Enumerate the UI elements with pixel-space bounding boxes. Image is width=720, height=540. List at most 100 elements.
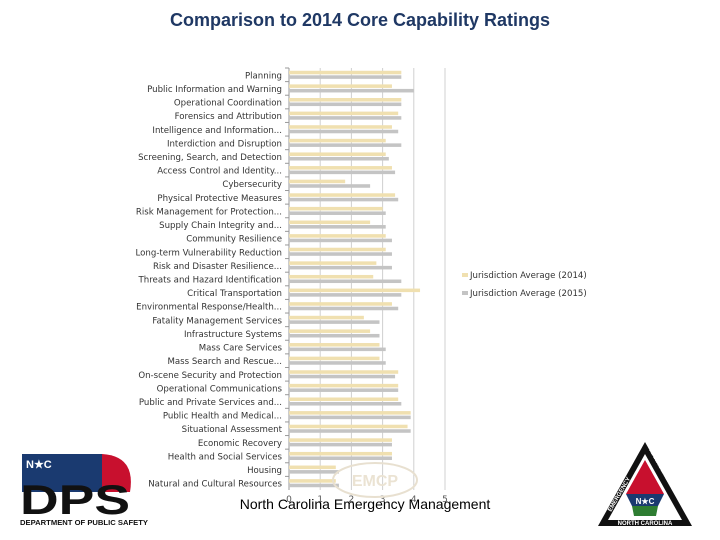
bar-2015	[289, 102, 402, 107]
category-label: Risk and Disaster Resilience...	[153, 262, 282, 272]
bar-2015	[289, 170, 396, 175]
bar-2014	[289, 302, 392, 306]
bar-2014	[289, 125, 392, 129]
bar-2014	[289, 397, 399, 402]
bar-2014	[289, 465, 336, 470]
x-tick-label: 3	[380, 495, 386, 505]
category-label: Operational Communications	[157, 384, 283, 394]
category-label: Fatality Management Services	[152, 316, 282, 326]
bar-2014	[289, 97, 402, 102]
bar-2015	[289, 88, 414, 93]
bar-2015	[289, 279, 402, 284]
chart-title: Comparison to 2014 Core Capability Ratin…	[169, 10, 551, 30]
category-label: Infrastructure Systems	[184, 330, 283, 340]
bar-2015	[289, 143, 402, 147]
bar-2014	[289, 138, 386, 143]
bar-2014	[289, 438, 392, 442]
bar-2014	[289, 152, 386, 156]
bar-2015	[289, 402, 402, 406]
bar-2015	[289, 252, 392, 256]
legend-label: Jurisdiction Average (2014)	[469, 271, 587, 281]
dps-text: DPS	[20, 476, 130, 523]
dps-caption: DEPARTMENT OF PUBLIC SAFETY	[20, 520, 148, 527]
category-label: Public Health and Medical...	[163, 412, 282, 422]
category-label: Mass Care Services	[199, 344, 283, 354]
bar-2014	[289, 315, 364, 320]
category-label: Community Resilience	[186, 235, 282, 245]
bar-2014	[289, 479, 336, 483]
bar-2014	[289, 166, 392, 170]
bar-2014	[289, 179, 346, 184]
category-label: Interdiction and Disruption	[167, 139, 282, 149]
category-label: Health and Social Services	[168, 452, 283, 462]
bar-2015	[289, 238, 392, 243]
bar-2015	[289, 388, 399, 392]
watermark-text: EMCP	[352, 473, 399, 490]
category-label: Long-term Vulnerability Reduction	[136, 248, 282, 258]
bar-2015	[289, 293, 402, 297]
category-label: Risk Management for Protection...	[136, 207, 282, 217]
bar-2014	[289, 247, 386, 252]
ncem-nc-text: N★C	[636, 497, 655, 506]
category-label: Housing	[247, 466, 282, 476]
bar-2015	[289, 265, 392, 270]
category-label: On-scene Security and Protection	[138, 371, 282, 381]
bar-2014	[289, 329, 371, 333]
category-label: Situational Assessment	[182, 425, 283, 435]
bar-2015	[289, 184, 371, 188]
bar-2015	[289, 129, 399, 134]
bar-2014	[289, 288, 421, 293]
category-label: Mass Search and Rescue...	[167, 357, 282, 367]
bar-2015	[289, 374, 396, 379]
x-tick-label: 1	[317, 495, 323, 505]
bar-2015	[289, 211, 386, 215]
bar-2014	[289, 111, 399, 116]
category-label: Access Control and Identity...	[157, 167, 282, 177]
bar-2015	[289, 429, 411, 433]
legend-swatch	[462, 273, 468, 277]
bar-2014	[289, 383, 399, 388]
bar-2015	[289, 225, 386, 229]
bar-2014	[289, 451, 392, 456]
bar-2014	[289, 206, 383, 211]
category-label: Public and Private Services and...	[139, 398, 282, 408]
category-label: Intelligence and Information...	[152, 126, 282, 136]
category-label: Planning	[245, 71, 282, 81]
bar-2015	[289, 442, 392, 447]
bar-2015	[289, 470, 339, 474]
x-tick-label: 5	[442, 495, 448, 505]
category-label: Forensics and Attribution	[175, 112, 282, 122]
legend-label: Jurisdiction Average (2015)	[469, 289, 587, 299]
x-tick-label: 0	[286, 495, 292, 505]
bar-2015	[289, 361, 386, 365]
category-label: Critical Transportation	[187, 289, 282, 299]
category-label: Economic Recovery	[198, 439, 282, 449]
bar-2014	[289, 261, 377, 265]
bar-2014	[289, 274, 374, 279]
bar-2014	[289, 234, 386, 238]
category-label: Natural and Cultural Resources	[148, 480, 282, 490]
bar-2014	[289, 220, 371, 225]
bar-2015	[289, 156, 389, 161]
category-label: Threats and Hazard Identification	[138, 276, 283, 286]
bar-2014	[289, 70, 402, 75]
bar-2015	[289, 347, 386, 352]
ncem-bottom-text: NORTH CAROLINA	[618, 521, 673, 527]
category-label: Physical Protective Measures	[157, 194, 282, 204]
bar-2014	[289, 193, 396, 197]
legend-swatch	[462, 291, 468, 295]
bar-2014	[289, 411, 411, 415]
category-label: Cybersecurity	[222, 180, 282, 190]
ncem-logo: N★C EMERGENCY MANAGEMENT NORTH CAROLINA	[598, 442, 692, 527]
dps-nc-text: N★C	[26, 459, 52, 471]
bar-2014	[289, 424, 408, 429]
bar-2014	[289, 356, 380, 361]
bar-2015	[289, 456, 392, 461]
bar-2015	[289, 483, 339, 488]
bar-2014	[289, 343, 380, 347]
bar-2015	[289, 333, 380, 338]
category-label: Operational Coordination	[174, 99, 282, 109]
category-label: Public Information and Warning	[147, 85, 282, 95]
category-label: Environmental Response/Health...	[136, 303, 282, 313]
